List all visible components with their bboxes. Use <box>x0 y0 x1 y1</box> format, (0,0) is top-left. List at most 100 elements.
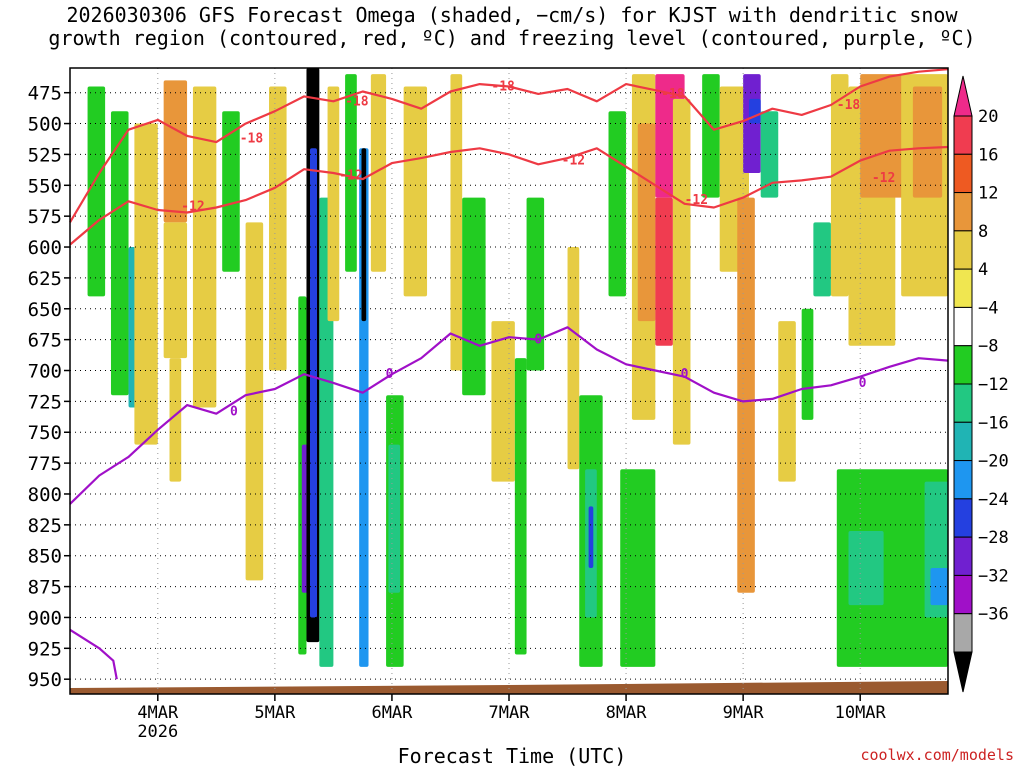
x-tick-label-7MAR: 7MAR <box>489 703 531 723</box>
omega-region-4 <box>163 80 188 223</box>
colorbar-bin-13 <box>953 613 973 653</box>
colorbar-label-11: −28 <box>978 528 1009 548</box>
omega-region-28 <box>526 197 545 371</box>
contour-label-1: -18 <box>240 131 264 146</box>
omega-region-25 <box>462 197 486 396</box>
omega-region-53 <box>912 86 943 198</box>
omega-region-5 <box>163 222 188 359</box>
omega-region-24 <box>450 74 463 371</box>
colorbar-label-2: 12 <box>978 184 998 204</box>
y-tick-label-775: 775 <box>28 453 62 475</box>
omega-region-39 <box>672 98 691 445</box>
omega-region-33 <box>608 111 627 297</box>
contour-label-13: 0 <box>681 367 689 382</box>
omega-region-27 <box>514 358 527 655</box>
contour-0-2 <box>69 326 949 505</box>
omega-region-26 <box>491 321 515 482</box>
colorbar-bin-1 <box>953 153 973 194</box>
omega-region-38 <box>655 197 673 346</box>
y-tick-label-625: 625 <box>28 268 62 290</box>
contour-labels: -18 -18 -18 -18 -18 -12 -12 -12 -12 -12 0 0 0 0 0 <box>181 80 895 420</box>
x-tick-label-9MAR: 9MAR <box>723 703 765 723</box>
colorbar-bin-10 <box>953 498 973 538</box>
colorbar-bin-9 <box>953 460 973 500</box>
contour-label-7: -12 <box>562 154 585 169</box>
y-tick-label-575: 575 <box>28 206 62 228</box>
colorbar-top-arrow <box>953 75 973 117</box>
y-tick-label-850: 850 <box>28 546 62 568</box>
colorbar-label-12: −32 <box>978 566 1009 586</box>
colorbar-label-6: −8 <box>978 337 998 357</box>
omega-region-32 <box>588 506 594 569</box>
y-tick-label-650: 650 <box>28 299 62 321</box>
contour-0-3 <box>69 628 118 680</box>
omega-region-55 <box>848 531 884 606</box>
contour-label-2: -18 <box>491 80 515 95</box>
colorbar-label-1: 16 <box>978 145 998 165</box>
omega-region-34 <box>620 469 656 667</box>
omega-region-51 <box>860 74 908 198</box>
colorbar-label-10: −24 <box>978 490 1009 510</box>
y-tick-label-800: 800 <box>28 484 62 506</box>
colorbar-bin-8 <box>953 421 973 462</box>
omega-region-10 <box>269 86 287 371</box>
x-tick-sublabel-4MAR: 2026 <box>137 722 178 742</box>
omega-region-16 <box>327 86 340 322</box>
contour-label-6: -12 <box>339 168 362 183</box>
colorbar: 20 16 12 8 4 −4 −8 −12 −16 −20 −24 −28 −32 −36 <box>953 75 1009 693</box>
contour-label-0: -18 <box>345 94 369 109</box>
terrain-band <box>70 681 948 694</box>
y-tick-label-525: 525 <box>28 144 62 166</box>
omega-region-6 <box>169 358 182 482</box>
colorbar-bin-3 <box>953 230 973 270</box>
omega-region-9 <box>245 222 264 581</box>
colorbar-label-8: −16 <box>978 413 1009 433</box>
omega-region-46 <box>778 321 796 482</box>
contour-label-12: 0 <box>534 333 542 348</box>
omega-region-14 <box>309 148 318 618</box>
y-tick-label-875: 875 <box>28 577 62 599</box>
omega-region-44 <box>760 111 779 198</box>
omega-region-29 <box>567 247 580 470</box>
omega-region-7 <box>192 86 217 408</box>
contour-label-4: -18 <box>837 98 861 113</box>
y-tick-label-925: 925 <box>28 638 62 660</box>
omega-region-36 <box>637 123 656 322</box>
terrain-fill <box>70 681 948 694</box>
omega-region-22 <box>388 444 401 593</box>
y-tick-label-600: 600 <box>28 237 62 259</box>
omega-region-47 <box>801 308 814 420</box>
omega-region-20 <box>370 74 387 272</box>
colorbar-label-4: 4 <box>978 260 988 280</box>
y-tick-label-750: 750 <box>28 422 62 444</box>
contour-label-10: 0 <box>230 404 238 419</box>
omega-region-12 <box>301 444 308 593</box>
colorbar-bin-7 <box>953 383 973 423</box>
contour-label-9: -12 <box>872 171 895 186</box>
contour-label-5: -12 <box>181 199 204 214</box>
omega-region-23 <box>403 86 428 297</box>
omega-region-57 <box>930 568 948 606</box>
credit-text: coolwx.com/models <box>860 746 1014 764</box>
colorbar-label-7: −12 <box>978 375 1009 395</box>
colorbar-bin-2 <box>953 192 973 232</box>
x-tick-label-6MAR: 6MAR <box>371 703 413 723</box>
y-tick-label-700: 700 <box>28 361 62 383</box>
colorbar-bottom-arrow <box>953 651 973 693</box>
colorbar-bin-6 <box>953 345 973 385</box>
omega-region-49 <box>830 74 849 297</box>
y-tick-label-475: 475 <box>28 83 62 105</box>
x-tick-label-10MAR: 10MAR <box>835 703 887 723</box>
contour-m12-1 <box>69 145 949 246</box>
colorbar-label-9: −20 <box>978 452 1009 472</box>
colorbar-bin-5 <box>953 306 973 347</box>
colorbar-label-0: 20 <box>978 107 998 127</box>
colorbar-label-13: −36 <box>978 605 1009 625</box>
contour-label-11: 0 <box>386 367 394 382</box>
omega-region-1 <box>110 111 129 396</box>
contour-m18-0 <box>69 68 949 223</box>
omega-region-40 <box>702 74 720 198</box>
pressure-axis: 475 500 525 550 575 600 625 650 675 700 725 750 775 8… <box>28 83 70 691</box>
